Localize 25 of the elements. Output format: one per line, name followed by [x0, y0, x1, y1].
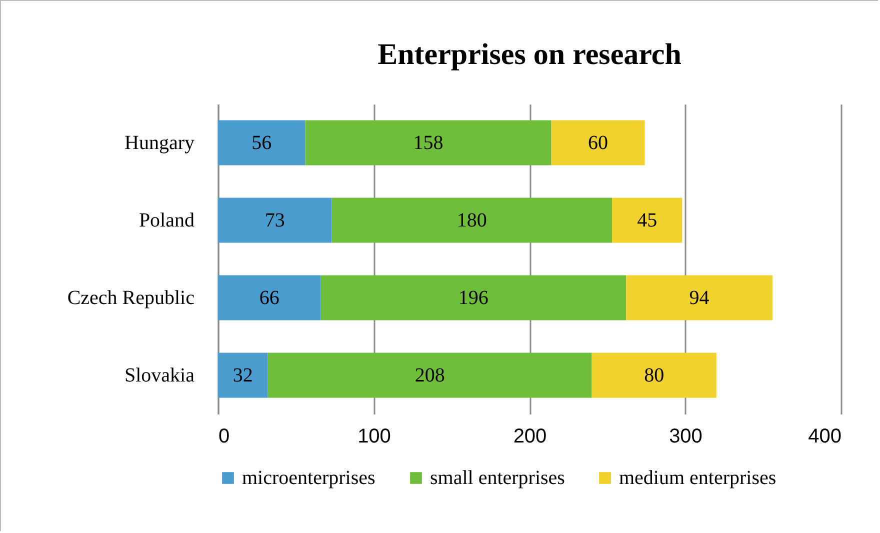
data-label: 45 — [637, 209, 658, 232]
x-tick-label: 300 — [669, 426, 702, 448]
x-tick-label: 200 — [513, 426, 547, 448]
data-label: 196 — [458, 286, 488, 309]
chart-title: Enterprises on research — [378, 38, 682, 71]
data-label: 94 — [689, 286, 710, 309]
legend-label: medium enterprises — [619, 467, 776, 489]
data-label: 208 — [414, 364, 445, 386]
data-label: 80 — [644, 364, 664, 386]
legend-label: small enterprises — [430, 467, 566, 489]
data-label: 66 — [259, 286, 280, 309]
y-tick-label: Poland — [138, 209, 194, 232]
data-label: 56 — [252, 132, 272, 154]
data-label: 60 — [588, 132, 608, 154]
y-tick-label: Hungary — [124, 132, 194, 154]
y-tick-label: Slovakia — [124, 364, 195, 386]
data-label: 73 — [264, 209, 285, 232]
x-tick-label: 400 — [808, 426, 842, 448]
data-label: 180 — [456, 209, 487, 232]
x-tick-label: 100 — [358, 426, 391, 448]
legend-label: microenterprises — [242, 467, 376, 489]
data-label: 158 — [413, 132, 444, 154]
y-tick-label: Czech Republic — [67, 286, 195, 309]
data-label: 32 — [232, 364, 253, 386]
x-tick-label: 0 — [218, 426, 230, 448]
